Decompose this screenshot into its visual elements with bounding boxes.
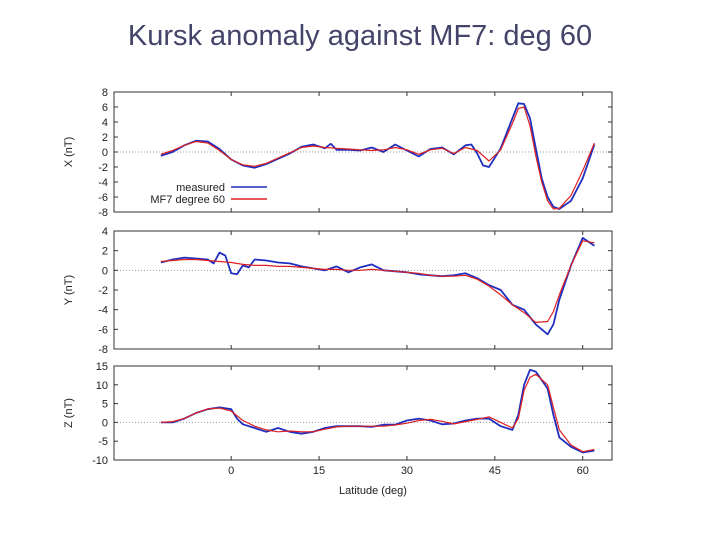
- y-tick-label: 2: [102, 132, 108, 144]
- y-tick-label: -4: [98, 305, 108, 317]
- y-axis-label: X (nT): [63, 137, 75, 168]
- panel-frame: [113, 365, 613, 461]
- x-axis-label: Latitude (deg): [339, 485, 407, 497]
- y-tick-label: -2: [98, 285, 108, 297]
- x-tick-label: 15: [313, 465, 325, 477]
- panel-frame: [113, 230, 613, 350]
- y-tick-label: 4: [102, 226, 108, 238]
- x-tick-label: 0: [228, 465, 234, 477]
- y-tick-label: -8: [98, 207, 108, 219]
- y-tick-label: -5: [98, 436, 108, 448]
- y-axis-label: Z (nT): [63, 398, 75, 428]
- y-tick-label: 15: [96, 361, 108, 373]
- y-tick-label: -4: [98, 177, 108, 189]
- chart-title: Kursk anomaly against MF7: deg 60: [127, 20, 593, 52]
- series-line-measured: [160, 236, 595, 336]
- y-tick-label: 5: [102, 399, 108, 411]
- x-tick-label: 45: [489, 465, 501, 477]
- legend-label: measured: [176, 182, 225, 194]
- y-tick-label: 0: [102, 265, 108, 277]
- y-tick-label: 2: [102, 246, 108, 258]
- series-line-mf7-degree-60: [160, 373, 595, 453]
- x-tick-label: 30: [401, 465, 413, 477]
- series-line-mf7-degree-60: [160, 240, 595, 323]
- y-axis-label: Y (nT): [63, 275, 75, 305]
- y-tick-label: -6: [98, 192, 108, 204]
- series-line-measured: [160, 368, 595, 454]
- y-tick-label: -2: [98, 162, 108, 174]
- series-line-mf7-degree-60: [160, 106, 595, 210]
- series-line-measured: [160, 102, 596, 210]
- x-tick-label: 60: [577, 465, 589, 477]
- y-tick-label: 0: [102, 417, 108, 429]
- y-tick-label: 10: [96, 380, 108, 392]
- y-tick-label: -8: [98, 344, 108, 356]
- y-tick-label: -10: [92, 455, 108, 467]
- y-tick-label: -6: [98, 324, 108, 336]
- y-tick-label: 0: [102, 147, 108, 159]
- y-tick-label: 4: [102, 117, 108, 129]
- y-tick-label: 6: [102, 102, 108, 114]
- y-tick-label: 8: [102, 87, 108, 99]
- legend-label: MF7 degree 60: [150, 194, 225, 206]
